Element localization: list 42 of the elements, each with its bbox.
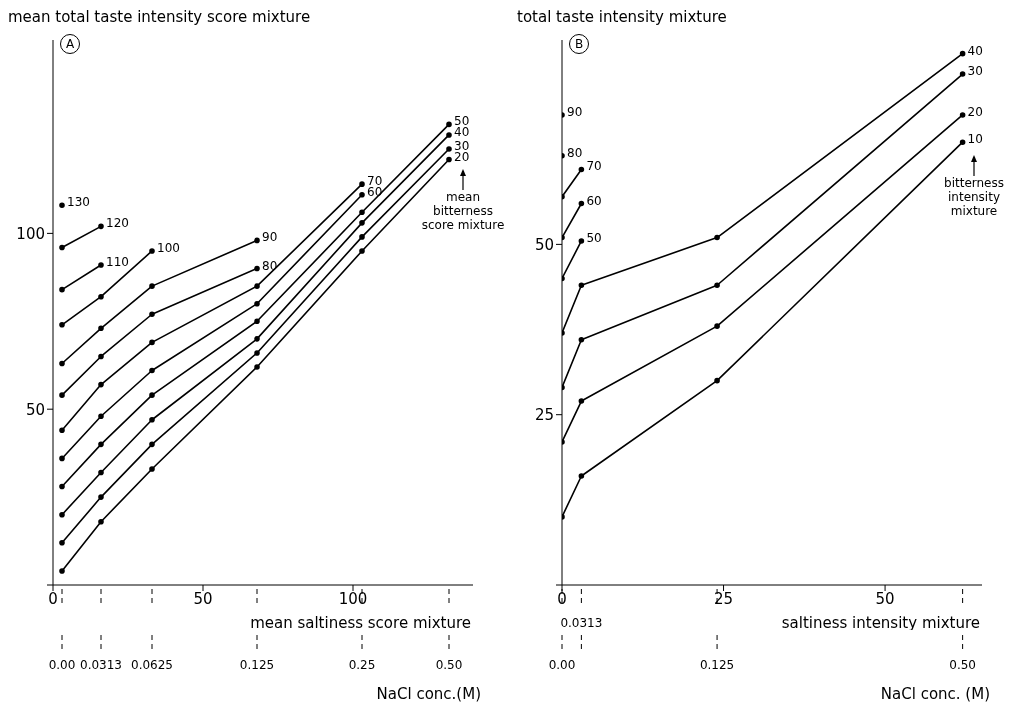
- y-axis-title: mean total taste intensity score mixture: [8, 8, 312, 28]
- annotation: 0.50: [949, 658, 976, 672]
- series-label: 60: [367, 184, 383, 199]
- annotation: B: [569, 34, 589, 54]
- x-axis-title: mean saltiness score mixture: [250, 614, 471, 632]
- annotation: 0.125: [699, 658, 735, 672]
- annotation: 0.00: [548, 658, 576, 672]
- series-label: 40: [967, 43, 983, 58]
- annotation: 0.0313: [560, 616, 603, 630]
- annotation: 0.25: [348, 658, 376, 672]
- series-label: 40: [454, 124, 470, 139]
- x-tick-label: 50: [193, 589, 213, 608]
- x-tick-label: 0: [557, 589, 567, 608]
- series-label: 60: [586, 193, 602, 208]
- series-label: 20: [967, 104, 983, 119]
- series-label: 30: [967, 64, 983, 79]
- text: 130: [67, 195, 90, 210]
- x-tick-label: 0: [48, 589, 58, 608]
- annotation: 0.0625: [131, 658, 173, 672]
- x-tick-label: 50: [875, 589, 895, 608]
- series-label: 100: [157, 240, 180, 255]
- series-label: 80: [262, 258, 278, 273]
- annotation: 0.0313: [80, 658, 122, 672]
- annotation: bitterness intensity mixture: [943, 176, 1005, 218]
- annotation: 0.125: [239, 658, 275, 672]
- y-axis-title: total taste intensity mixture: [517, 8, 728, 28]
- series-label: 10: [967, 132, 983, 147]
- text: 80: [567, 145, 583, 160]
- series-label: 110: [106, 255, 129, 270]
- annotation: mean bitterness score mixture: [420, 190, 506, 232]
- x-tick-label: 100: [338, 589, 368, 608]
- annotation: 0.00: [48, 658, 76, 672]
- text: 90: [567, 104, 583, 119]
- text: NaCl conc. (M): [880, 685, 990, 703]
- annotation: 0.50: [435, 658, 463, 672]
- text: NaCl conc.(M): [376, 685, 481, 703]
- x-tick-label: 25: [713, 589, 734, 608]
- series-label: 120: [106, 216, 129, 231]
- legend-label: 50: [586, 230, 602, 245]
- series-label: 90: [262, 230, 278, 245]
- annotation: A: [60, 34, 80, 54]
- series-label: 70: [586, 159, 602, 174]
